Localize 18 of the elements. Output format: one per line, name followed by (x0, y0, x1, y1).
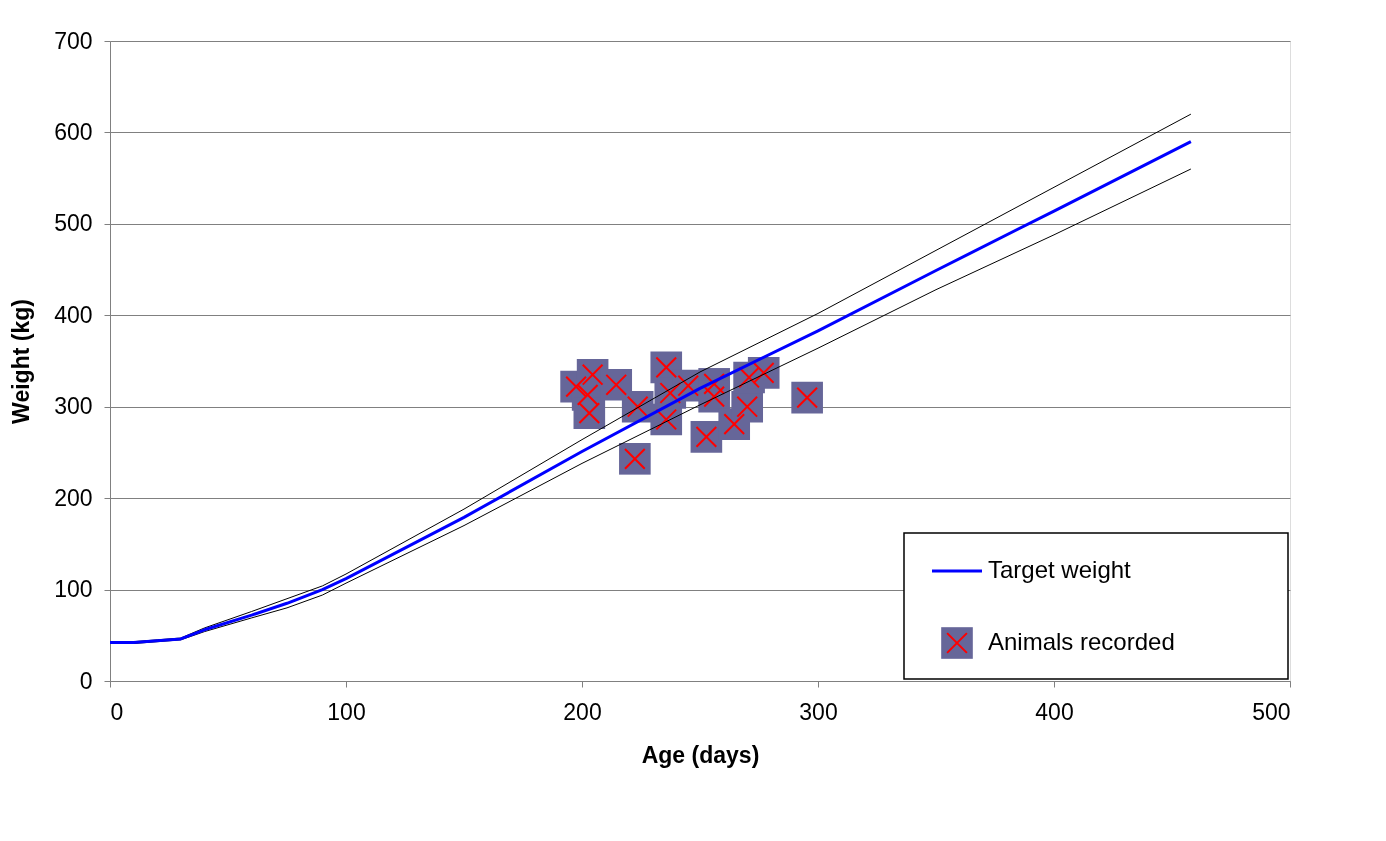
y-tick-label: 400 (54, 301, 93, 328)
y-tick-label: 100 (54, 576, 93, 603)
x-tick-label: 500 (1252, 698, 1291, 725)
x-tick-label: 300 (799, 698, 838, 725)
y-tick-label: 700 (54, 27, 93, 54)
x-tick-label: 0 (110, 698, 124, 725)
x-tick-label: 200 (563, 698, 602, 725)
x-tick-label: 400 (1035, 698, 1074, 725)
y-axis-title: Weight (kg) (8, 299, 35, 424)
y-tick-label: 200 (54, 484, 93, 511)
y-tick-label: 500 (54, 210, 93, 237)
legend-label: Animals recorded (988, 628, 1175, 655)
y-tick-label: 600 (54, 118, 93, 145)
y-tick-label: 0 (79, 667, 93, 694)
y-tick-label: 300 (54, 393, 93, 420)
legend-label: Target weight (988, 556, 1132, 583)
x-axis-title: Age (days) (641, 741, 760, 768)
x-tick-label: 100 (327, 698, 366, 725)
